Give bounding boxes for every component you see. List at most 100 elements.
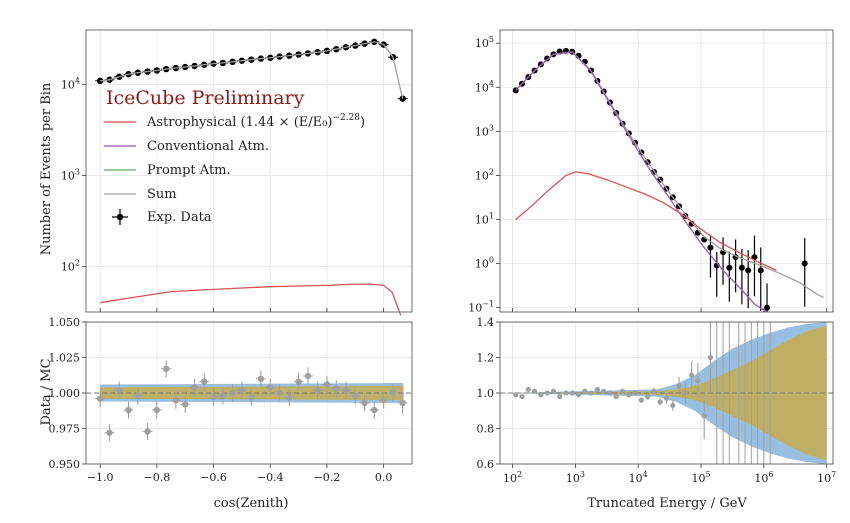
zenith-ratio-ytick-label-4: 1.050 [49, 316, 81, 329]
energy-main-frame [499, 29, 834, 313]
energy-main-ytick-label-4-exp: 3 [489, 123, 494, 132]
energy-ratio-point-20 [638, 397, 644, 403]
zenith-ratio-point-0 [96, 395, 104, 402]
legend-data-marker [116, 213, 124, 221]
zenith-ratio-ylabel: Data / MC [39, 358, 54, 425]
energy-ratio-xtick-label-0-exp: 2 [517, 470, 522, 479]
energy-ratio-xtick-label-3-exp: 5 [706, 470, 711, 479]
energy-ratio-xtick-label-0: 102 [503, 470, 522, 485]
zenith-ratio-point-30 [380, 396, 387, 404]
energy-conv-line [515, 51, 768, 313]
zenith-ratio-ytick-label-0: 0.950 [49, 458, 81, 471]
energy-main-ytick-label-3: 102 [475, 167, 494, 182]
energy-data-point-41 [801, 260, 808, 267]
energy-ratio-xtick-label-5-exp: 7 [831, 470, 836, 479]
energy-data-point-5 [544, 55, 551, 62]
zenith-ratio-xtick-label-0: −1.0 [87, 471, 114, 484]
energy-ratio-point-4 [538, 392, 544, 398]
legend-astro-exponent: −2.28 [332, 113, 360, 123]
zenith-ratio-point-19 [276, 389, 283, 397]
zenith-ratio-point-12 [210, 394, 217, 401]
energy-ratio-point-13 [594, 386, 600, 393]
zenith-main-frame [85, 29, 413, 313]
energy-ratio-ytick-label-1: 0.8 [477, 423, 495, 436]
zenith-ratio-point-21 [295, 378, 302, 385]
zenith-ratio-point-2 [115, 386, 123, 394]
energy-main-ytick-label-5-exp: 4 [489, 79, 494, 88]
legend-astro-label: Astrophysical (1.44 × (E/E₀)−2.28) [146, 113, 365, 130]
zenith-ratio-xtick-label-4: −0.2 [314, 471, 341, 484]
energy-ratio-point-27 [682, 390, 688, 396]
zenith-ratio-xtick-label-2: −0.6 [200, 471, 227, 484]
energy-ratio-point-7 [557, 393, 563, 400]
zenith-ratio-point-27 [352, 392, 359, 400]
zenith-ratio-point-10 [191, 384, 198, 391]
zenith-ratio-xtick-label-1: −0.8 [144, 471, 171, 484]
energy-main-ytick-label-3-base: 10 [475, 169, 489, 182]
energy-xlabel: Truncated Energy / GeV [587, 496, 747, 511]
zenith-ratio-ytick-label-3: 1.025 [49, 352, 81, 365]
energy-main-ytick-label-2-base: 10 [475, 213, 489, 226]
energy-data-point-38 [751, 254, 758, 261]
zenith-sum-line [100, 41, 404, 99]
energy-ratio-point-12 [588, 390, 594, 396]
zenith-main-ytick-label-1-exp: 3 [75, 168, 80, 177]
energy-ratio-point-6 [550, 388, 557, 394]
energy-ratio-ytick-label-0: 0.6 [477, 458, 495, 471]
zenith-ratio-point-26 [342, 386, 350, 394]
energy-ratio-point-19 [632, 390, 638, 396]
energy-ratio-point-24 [663, 395, 670, 401]
energy-ratio-point-1 [519, 393, 525, 400]
zenith-ratio-point-11 [201, 378, 208, 385]
energy-ratio-point-14 [601, 388, 607, 394]
zenith-main-ytick-label-2-base: 10 [61, 79, 75, 92]
zenith-ratio-point-28 [361, 399, 368, 407]
legend-astro-close: ) [360, 115, 365, 130]
energy-main-ytick-label-0-base: 10 [468, 302, 482, 315]
zenith-ratio-xtick-label-5: 0.0 [375, 471, 393, 484]
legend-sum-label: Sum [147, 187, 177, 202]
zenith-ratio-point-8 [172, 396, 180, 404]
zenith-main-ytick-label-2-exp: 4 [75, 77, 80, 86]
zenith-ratio-point-5 [144, 428, 151, 435]
energy-main-ytick-label-5: 104 [475, 79, 494, 94]
energy-ratio-xtick-label-3-base: 10 [692, 472, 706, 485]
energy-ratio-ytick-label-2: 1.0 [477, 387, 495, 400]
energy-ratio-xtick-label-2-base: 10 [629, 472, 643, 485]
zenith-ratio-point-15 [238, 386, 246, 394]
energy-ratio-point-2 [525, 386, 531, 393]
energy-main-ytick-label-4-base: 10 [475, 125, 489, 138]
zenith-ratio-point-13 [219, 392, 227, 400]
zenith-ratio-point-25 [333, 385, 340, 392]
energy-main-ytick-label-5-base: 10 [475, 81, 489, 94]
zenith-astro-line [100, 283, 402, 316]
energy-ratio-point-30 [701, 413, 707, 419]
zenith-ratio-point-7 [163, 365, 170, 373]
zenith-main-ytick-label-2: 104 [61, 77, 80, 92]
legend-data-label: Exp. Data [147, 210, 212, 225]
legend-prompt-label: Prompt Atm. [147, 163, 231, 178]
zenith-data-point-0 [96, 77, 104, 85]
energy-ratio-point-28 [689, 372, 695, 378]
zenith-main-ytick-label-0: 102 [61, 259, 80, 274]
energy-ratio-point-17 [619, 388, 626, 394]
energy-ratio-ytick-label-3: 1.2 [477, 352, 495, 365]
zenith-ratio-point-29 [371, 406, 378, 414]
energy-ratio-xtick-label-2-exp: 4 [643, 470, 648, 479]
energy-ratio-point-5 [544, 390, 550, 396]
energy-data-point-34 [726, 264, 733, 271]
energy-main-ytick-label-1-exp: 0 [489, 256, 494, 265]
energy-data-point-40 [764, 304, 771, 311]
energy-ratio-point-26 [676, 383, 682, 389]
legend: IceCube Preliminary Astrophysical (1.44 … [104, 87, 365, 225]
energy-ratio-point-0 [513, 392, 519, 398]
energy-ratio-point-25 [670, 402, 676, 409]
energy-sum-line [515, 51, 824, 298]
legend-astro-main: Astrophysical (1.44 × (E/E₀) [146, 115, 332, 130]
energy-ratio-xtick-label-1: 103 [566, 470, 585, 485]
energy-main-ytick-label-0-exp: −1 [482, 300, 494, 309]
energy-ratio-point-8 [563, 390, 569, 396]
energy-ratio-ytick-label-4: 1.4 [477, 316, 495, 329]
zenith-ratio-point-22 [304, 372, 312, 380]
